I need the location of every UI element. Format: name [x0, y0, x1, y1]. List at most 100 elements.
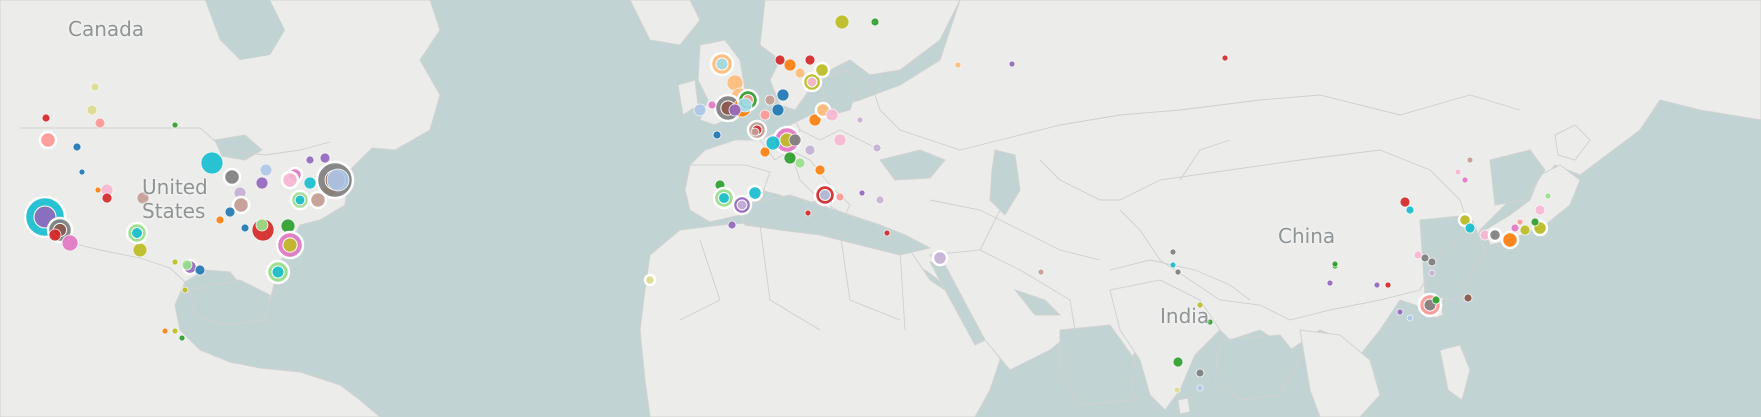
location-marker[interactable] — [814, 164, 826, 176]
location-marker[interactable] — [788, 133, 802, 147]
location-marker[interactable] — [833, 133, 847, 147]
location-marker[interactable] — [707, 100, 717, 110]
location-marker[interactable] — [136, 191, 150, 205]
location-marker[interactable] — [72, 142, 82, 152]
location-marker[interactable] — [1173, 386, 1181, 394]
location-marker[interactable] — [1519, 224, 1531, 236]
location-marker[interactable] — [194, 264, 206, 276]
location-marker[interactable] — [1500, 230, 1520, 250]
location-marker[interactable] — [858, 189, 866, 197]
location-marker[interactable] — [1174, 268, 1182, 276]
location-marker[interactable] — [883, 229, 891, 237]
location-marker[interactable] — [1008, 60, 1016, 68]
location-marker[interactable] — [746, 184, 764, 202]
location-marker[interactable] — [1196, 384, 1204, 392]
location-marker[interactable] — [1464, 222, 1476, 234]
location-marker[interactable] — [1326, 279, 1334, 287]
location-marker[interactable] — [61, 234, 79, 252]
indochina-landmass[interactable] — [1299, 329, 1381, 417]
location-marker[interactable] — [872, 143, 882, 153]
location-marker[interactable] — [1454, 168, 1462, 176]
location-marker[interactable] — [181, 286, 189, 294]
location-marker[interactable] — [101, 192, 113, 204]
location-marker[interactable] — [1169, 261, 1177, 269]
location-marker[interactable] — [764, 94, 776, 106]
location-marker[interactable] — [224, 206, 236, 218]
location-marker[interactable] — [834, 14, 850, 30]
location-marker[interactable] — [255, 176, 269, 190]
greenland-landmass[interactable] — [629, 0, 701, 46]
location-marker[interactable] — [1169, 248, 1177, 256]
location-marker[interactable] — [1461, 176, 1469, 184]
location-marker[interactable] — [1431, 295, 1441, 305]
location-marker[interactable] — [1195, 368, 1205, 378]
location-marker[interactable] — [783, 151, 797, 165]
location-marker[interactable] — [1510, 223, 1520, 233]
location-marker[interactable] — [1427, 257, 1437, 267]
location-marker[interactable] — [181, 259, 193, 271]
location-marker[interactable] — [1399, 196, 1411, 208]
location-marker[interactable] — [759, 109, 771, 121]
location-marker[interactable] — [813, 61, 831, 79]
location-marker[interactable] — [771, 103, 785, 117]
location-marker[interactable] — [783, 58, 797, 72]
location-marker[interactable] — [215, 215, 225, 225]
location-marker[interactable] — [954, 61, 962, 69]
location-marker[interactable] — [240, 223, 250, 233]
location-marker[interactable] — [750, 127, 760, 137]
location-marker[interactable] — [835, 192, 845, 202]
philippines-landmass[interactable] — [1439, 344, 1471, 401]
location-marker[interactable] — [727, 220, 737, 230]
location-marker[interactable] — [326, 168, 350, 192]
location-marker[interactable] — [728, 103, 742, 117]
location-marker[interactable] — [643, 273, 657, 287]
location-marker[interactable] — [856, 116, 864, 124]
location-marker[interactable] — [712, 130, 722, 140]
hokkaido-landmass[interactable] — [1554, 124, 1591, 161]
location-marker[interactable] — [86, 104, 98, 116]
location-marker[interactable] — [161, 327, 169, 335]
location-marker[interactable] — [875, 195, 885, 205]
location-marker[interactable] — [776, 88, 790, 102]
location-marker[interactable] — [178, 334, 186, 342]
location-marker[interactable] — [1516, 218, 1524, 226]
location-marker[interactable] — [1487, 227, 1503, 243]
location-marker[interactable] — [1406, 314, 1414, 322]
location-marker[interactable] — [1530, 217, 1540, 227]
location-marker[interactable] — [693, 103, 707, 117]
location-marker[interactable] — [48, 228, 62, 242]
location-marker[interactable] — [255, 218, 269, 232]
location-marker[interactable] — [825, 108, 839, 122]
location-marker[interactable] — [200, 151, 224, 175]
location-marker[interactable] — [1384, 281, 1392, 289]
location-marker[interactable] — [1206, 318, 1214, 326]
location-marker[interactable] — [804, 209, 812, 217]
location-marker[interactable] — [1428, 269, 1436, 277]
location-marker[interactable] — [171, 258, 179, 266]
location-marker[interactable] — [794, 157, 806, 169]
location-marker[interactable] — [1534, 204, 1546, 216]
location-marker[interactable] — [1466, 156, 1474, 164]
location-marker[interactable] — [171, 327, 179, 335]
location-marker[interactable] — [259, 163, 273, 177]
location-marker[interactable] — [759, 146, 771, 158]
location-marker[interactable] — [280, 170, 300, 190]
location-marker[interactable] — [1172, 356, 1184, 368]
location-marker[interactable] — [1396, 308, 1404, 316]
location-marker[interactable] — [774, 54, 786, 66]
location-marker[interactable] — [303, 176, 317, 190]
location-marker[interactable] — [90, 82, 100, 92]
location-marker[interactable] — [41, 113, 51, 123]
sri-lanka-landmass[interactable] — [1177, 397, 1191, 415]
location-marker[interactable] — [1405, 205, 1415, 215]
location-marker[interactable] — [171, 121, 179, 129]
location-marker[interactable] — [765, 135, 781, 151]
location-marker[interactable] — [319, 152, 331, 164]
location-marker[interactable] — [804, 144, 816, 156]
location-marker[interactable] — [308, 190, 328, 210]
location-marker[interactable] — [794, 67, 806, 79]
location-marker[interactable] — [305, 155, 315, 165]
location-marker[interactable] — [804, 54, 816, 66]
